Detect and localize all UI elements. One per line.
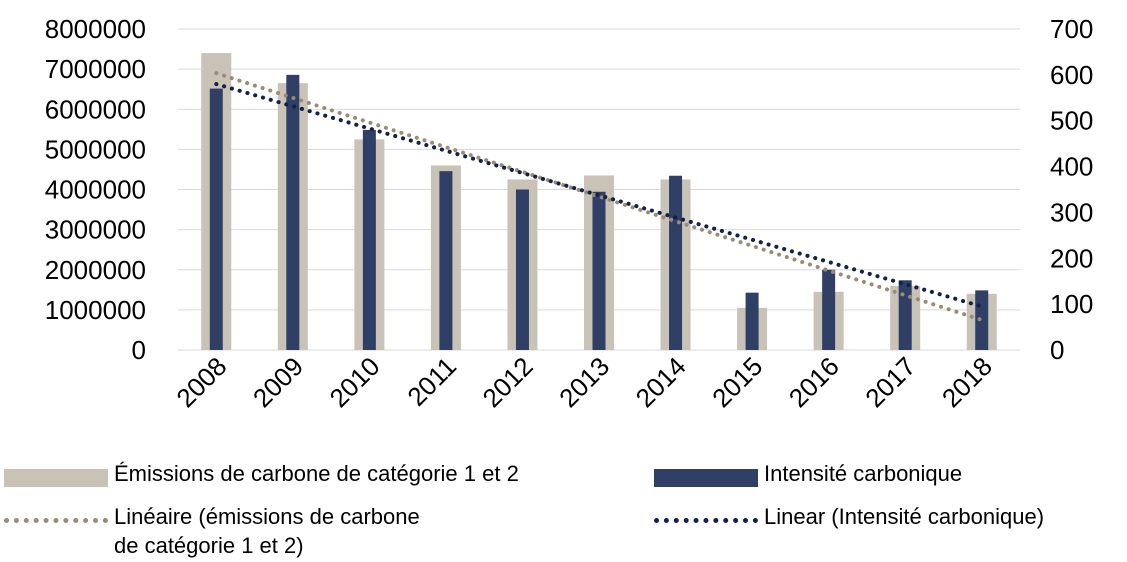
legend-label-intensity-trend: Linear (Intensité carbonique)	[764, 504, 1045, 529]
y-right-tick-label: 700	[1050, 14, 1093, 44]
legend-item-intensity: Intensité carbonique	[654, 459, 962, 488]
bar-intensity	[975, 290, 989, 350]
x-tick-label: 2008	[170, 351, 232, 413]
legend-item-intensity-trend: Linear (Intensité carbonique)	[654, 502, 1044, 531]
y-left-tick-label: 2000000	[45, 255, 146, 285]
x-tick-label: 2011	[401, 351, 462, 412]
legend-label-intensity: Intensité carbonique	[764, 461, 963, 486]
bar-intensity	[669, 175, 683, 350]
y-right-tick-label: 400	[1050, 152, 1093, 182]
y-left-tick-label: 6000000	[45, 94, 146, 124]
legend: Émissions de carbone de catégorie 1 et 2…	[0, 455, 1127, 562]
y-right-tick-label: 600	[1050, 60, 1093, 90]
y-left-tick-label: 8000000	[45, 14, 146, 44]
trendline-intensity	[214, 82, 984, 309]
bar-intensity	[362, 129, 376, 350]
y-right-tick-label: 500	[1050, 106, 1093, 136]
legend-swatch-intensity-trend	[654, 518, 758, 523]
x-tick-label: 2009	[247, 351, 309, 413]
legend-label-emissions-trend: Linéaire (émissions de carbone de catégo…	[114, 504, 420, 558]
intensity-bars	[209, 74, 989, 350]
y-left-tick-label: 0	[132, 335, 146, 365]
bar-intensity	[515, 189, 529, 350]
legend-swatch-intensity	[654, 469, 758, 487]
y-right-tick-label: 300	[1050, 197, 1093, 227]
x-tick-label: 2013	[553, 351, 615, 413]
y-left-tick-label: 7000000	[45, 54, 146, 84]
trendlines	[214, 71, 984, 322]
y-right-tick-label: 100	[1050, 289, 1093, 319]
x-tick-label: 2010	[323, 351, 385, 413]
x-axis: 2008 2009 2010 2011 2012 2013 2014 2015 2016 2017…	[170, 351, 998, 413]
x-tick-label: 2018	[936, 351, 998, 413]
bar-intensity	[898, 280, 912, 350]
y-left-tick-label: 4000000	[45, 175, 146, 205]
x-tick-label: 2017	[859, 351, 921, 413]
combo-bar-chart: 0100000020000003000000400000050000006000…	[45, 14, 1094, 413]
y-left-tick-label: 5000000	[45, 134, 146, 164]
y-left-tick-label: 1000000	[45, 295, 146, 325]
x-tick-label: 2012	[477, 351, 539, 413]
y-left-tick-label: 3000000	[45, 215, 146, 245]
bar-intensity	[822, 269, 836, 350]
y-right-tick-label: 0	[1050, 335, 1064, 365]
y-axis-right: 0 100 200 300 400 500 600 700	[1050, 14, 1093, 365]
x-tick-label: 2016	[783, 351, 845, 413]
x-tick-label: 2014	[630, 351, 692, 413]
y-right-tick-label: 200	[1050, 243, 1093, 273]
y-axis-left: 0 1000000 2000000 3000000 4000000 5000000 6000…	[45, 14, 146, 365]
bar-intensity	[286, 74, 300, 350]
bar-intensity	[745, 292, 759, 350]
legend-item-emissions: Émissions de carbone de catégorie 1 et 2	[4, 459, 519, 488]
legend-item-emissions-trend: Linéaire (émissions de carbone de catégo…	[4, 502, 420, 560]
bar-intensity	[592, 191, 606, 350]
legend-swatch-emissions-trend	[4, 518, 108, 523]
bar-intensity	[209, 88, 223, 350]
x-tick-label: 2015	[706, 351, 768, 413]
legend-swatch-emissions	[4, 469, 108, 487]
legend-label-emissions: Émissions de carbone de catégorie 1 et 2	[114, 461, 519, 486]
bar-intensity	[439, 171, 453, 350]
